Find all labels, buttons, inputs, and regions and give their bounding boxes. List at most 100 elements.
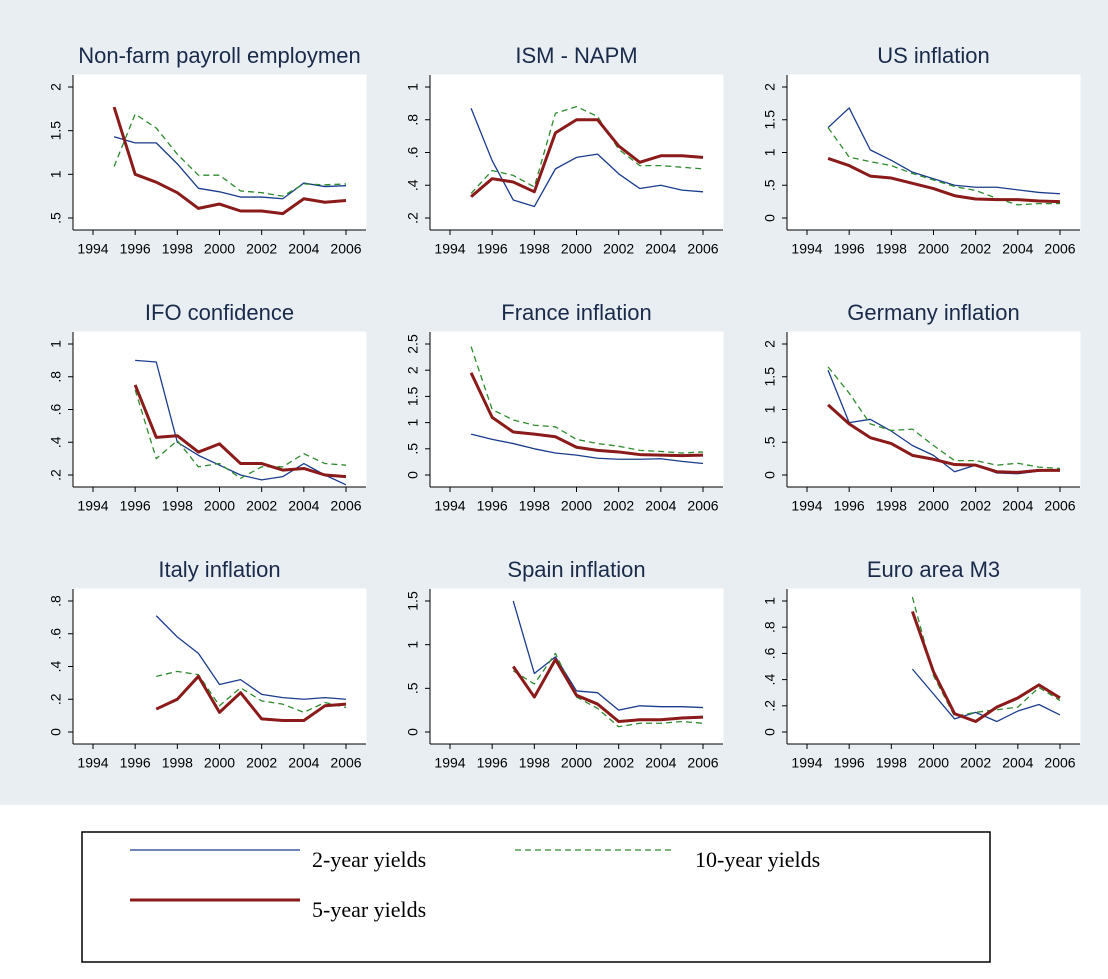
x-tick-label: 1996 [834, 498, 865, 514]
y-tick-label: 1.5 [405, 386, 421, 406]
y-tick-label: 2 [762, 340, 778, 348]
y-tick-label: 2 [48, 83, 64, 91]
y-tick-label: 0 [762, 728, 778, 736]
x-tick-label: 2004 [645, 755, 676, 771]
y-tick-label: 1 [405, 83, 421, 91]
x-tick-label: 1998 [519, 241, 550, 257]
y-tick-label: .5 [762, 436, 778, 448]
series-line [827, 156, 1061, 204]
series-line [827, 366, 1061, 470]
x-tick-label: 2004 [645, 241, 676, 257]
series-line [134, 389, 347, 479]
y-tick-label: .5 [405, 443, 421, 455]
y-tick-label: 0 [405, 471, 421, 479]
y-tick-label: 1 [405, 418, 421, 426]
x-tick-label: 2000 [918, 498, 949, 514]
plot-area [429, 588, 724, 745]
chart-title: ISM - NAPM [515, 43, 637, 68]
y-tick-label: .8 [762, 621, 778, 633]
series-line [470, 108, 704, 208]
x-tick-label: 1994 [434, 498, 465, 514]
plot-area [429, 331, 724, 488]
x-tick-label: 1994 [434, 241, 465, 257]
x-tick-label: 2006 [330, 241, 361, 257]
chart-title: Spain inflation [507, 557, 645, 582]
plot-area [72, 74, 367, 231]
y-tick-label: .8 [48, 371, 64, 383]
x-tick-label: 1994 [77, 241, 108, 257]
x-tick-label: 2004 [1002, 755, 1033, 771]
x-tick-label: 2002 [603, 755, 634, 771]
series-line [470, 433, 704, 465]
x-tick-label: 2006 [1044, 498, 1075, 514]
y-tick-label: 1 [762, 597, 778, 605]
x-tick-label: 1994 [77, 498, 108, 514]
y-tick-label: .2 [762, 700, 778, 712]
series-line [827, 107, 1061, 195]
chart-title: Non-farm payroll employmen [78, 43, 360, 68]
y-tick-label: 1.5 [762, 110, 778, 130]
series-line [156, 670, 347, 713]
y-tick-label: .4 [405, 179, 421, 191]
x-tick-label: 1998 [519, 498, 550, 514]
legend-label: 2-year yields [312, 847, 426, 872]
x-tick-label: 2000 [918, 755, 949, 771]
series-line [512, 652, 704, 728]
x-tick-label: 2000 [561, 241, 592, 257]
x-tick-label: 2002 [960, 241, 991, 257]
x-tick-label: 2002 [603, 498, 634, 514]
y-tick-label: .8 [48, 595, 64, 607]
plot-area [72, 588, 367, 745]
series-line [827, 127, 1060, 206]
series-line [113, 113, 347, 197]
series-line [470, 346, 704, 454]
series-line [155, 674, 347, 723]
y-tick-label: 1 [762, 148, 778, 156]
chart-title: IFO confidence [145, 300, 294, 325]
x-tick-label: 1994 [434, 755, 465, 771]
x-tick-label: 1998 [162, 498, 193, 514]
x-tick-label: 2004 [1002, 498, 1033, 514]
x-tick-label: 2004 [288, 498, 319, 514]
y-tick-label: 0 [762, 214, 778, 222]
x-tick-label: 1994 [791, 498, 822, 514]
y-tick-label: 2.5 [405, 334, 421, 354]
x-tick-label: 1998 [162, 755, 193, 771]
series-line [512, 600, 704, 711]
y-tick-label: 1.5 [405, 591, 421, 611]
x-tick-label: 1998 [876, 241, 907, 257]
chart-title: US inflation [877, 43, 990, 68]
x-tick-label: 2002 [603, 241, 634, 257]
series-line [133, 384, 347, 479]
x-tick-label: 1998 [519, 755, 550, 771]
x-tick-label: 1996 [477, 241, 508, 257]
series-line [512, 658, 704, 724]
y-tick-label: .4 [48, 436, 64, 448]
series-line [469, 372, 704, 458]
x-tick-label: 2004 [1002, 241, 1033, 257]
y-tick-label: 1 [48, 340, 64, 348]
legend-box [81, 831, 991, 963]
x-tick-label: 2002 [246, 755, 277, 771]
x-tick-label: 2000 [918, 241, 949, 257]
plot-area [786, 331, 1081, 488]
series-line [911, 610, 1061, 724]
y-tick-label: 2 [405, 366, 421, 374]
y-tick-label: 1 [762, 405, 778, 413]
y-tick-label: .2 [405, 212, 421, 224]
series-line [135, 359, 347, 486]
x-tick-label: 2000 [204, 241, 235, 257]
plot-area [786, 588, 1081, 745]
x-tick-label: 2006 [330, 755, 361, 771]
x-tick-label: 2000 [561, 498, 592, 514]
x-tick-label: 1998 [876, 755, 907, 771]
chart-title: France inflation [501, 300, 651, 325]
y-tick-label: 0 [48, 728, 64, 736]
x-tick-label: 2002 [246, 241, 277, 257]
series-line [911, 668, 1061, 723]
x-tick-label: 1996 [477, 755, 508, 771]
plot-area [429, 74, 724, 231]
plot-area [786, 74, 1081, 231]
